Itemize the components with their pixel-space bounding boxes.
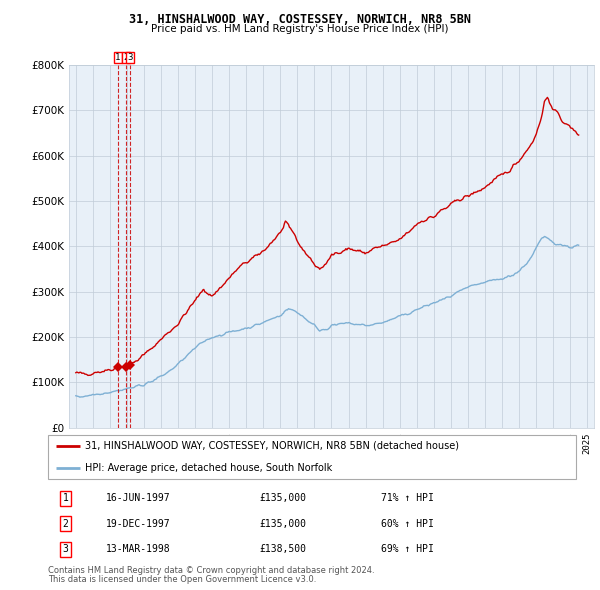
Text: 31, HINSHALWOOD WAY, COSTESSEY, NORWICH, NR8 5BN: 31, HINSHALWOOD WAY, COSTESSEY, NORWICH,… <box>129 13 471 26</box>
Text: 19-DEC-1997: 19-DEC-1997 <box>106 519 171 529</box>
Text: 2: 2 <box>62 519 68 529</box>
Text: 3: 3 <box>128 53 133 62</box>
Text: 13-MAR-1998: 13-MAR-1998 <box>106 544 171 554</box>
Text: 1: 1 <box>115 53 120 62</box>
Text: 60% ↑ HPI: 60% ↑ HPI <box>380 519 434 529</box>
Text: 2: 2 <box>124 53 129 62</box>
Text: This data is licensed under the Open Government Licence v3.0.: This data is licensed under the Open Gov… <box>48 575 316 584</box>
Text: 71% ↑ HPI: 71% ↑ HPI <box>380 493 434 503</box>
Text: HPI: Average price, detached house, South Norfolk: HPI: Average price, detached house, Sout… <box>85 463 332 473</box>
Text: £135,000: £135,000 <box>259 519 306 529</box>
Text: £135,000: £135,000 <box>259 493 306 503</box>
FancyBboxPatch shape <box>48 435 576 479</box>
Text: Contains HM Land Registry data © Crown copyright and database right 2024.: Contains HM Land Registry data © Crown c… <box>48 566 374 575</box>
Text: Price paid vs. HM Land Registry's House Price Index (HPI): Price paid vs. HM Land Registry's House … <box>151 24 449 34</box>
Text: 1: 1 <box>62 493 68 503</box>
Text: £138,500: £138,500 <box>259 544 306 554</box>
Text: 16-JUN-1997: 16-JUN-1997 <box>106 493 171 503</box>
Text: 31, HINSHALWOOD WAY, COSTESSEY, NORWICH, NR8 5BN (detached house): 31, HINSHALWOOD WAY, COSTESSEY, NORWICH,… <box>85 441 459 451</box>
Text: 3: 3 <box>62 544 68 554</box>
Text: 69% ↑ HPI: 69% ↑ HPI <box>380 544 434 554</box>
